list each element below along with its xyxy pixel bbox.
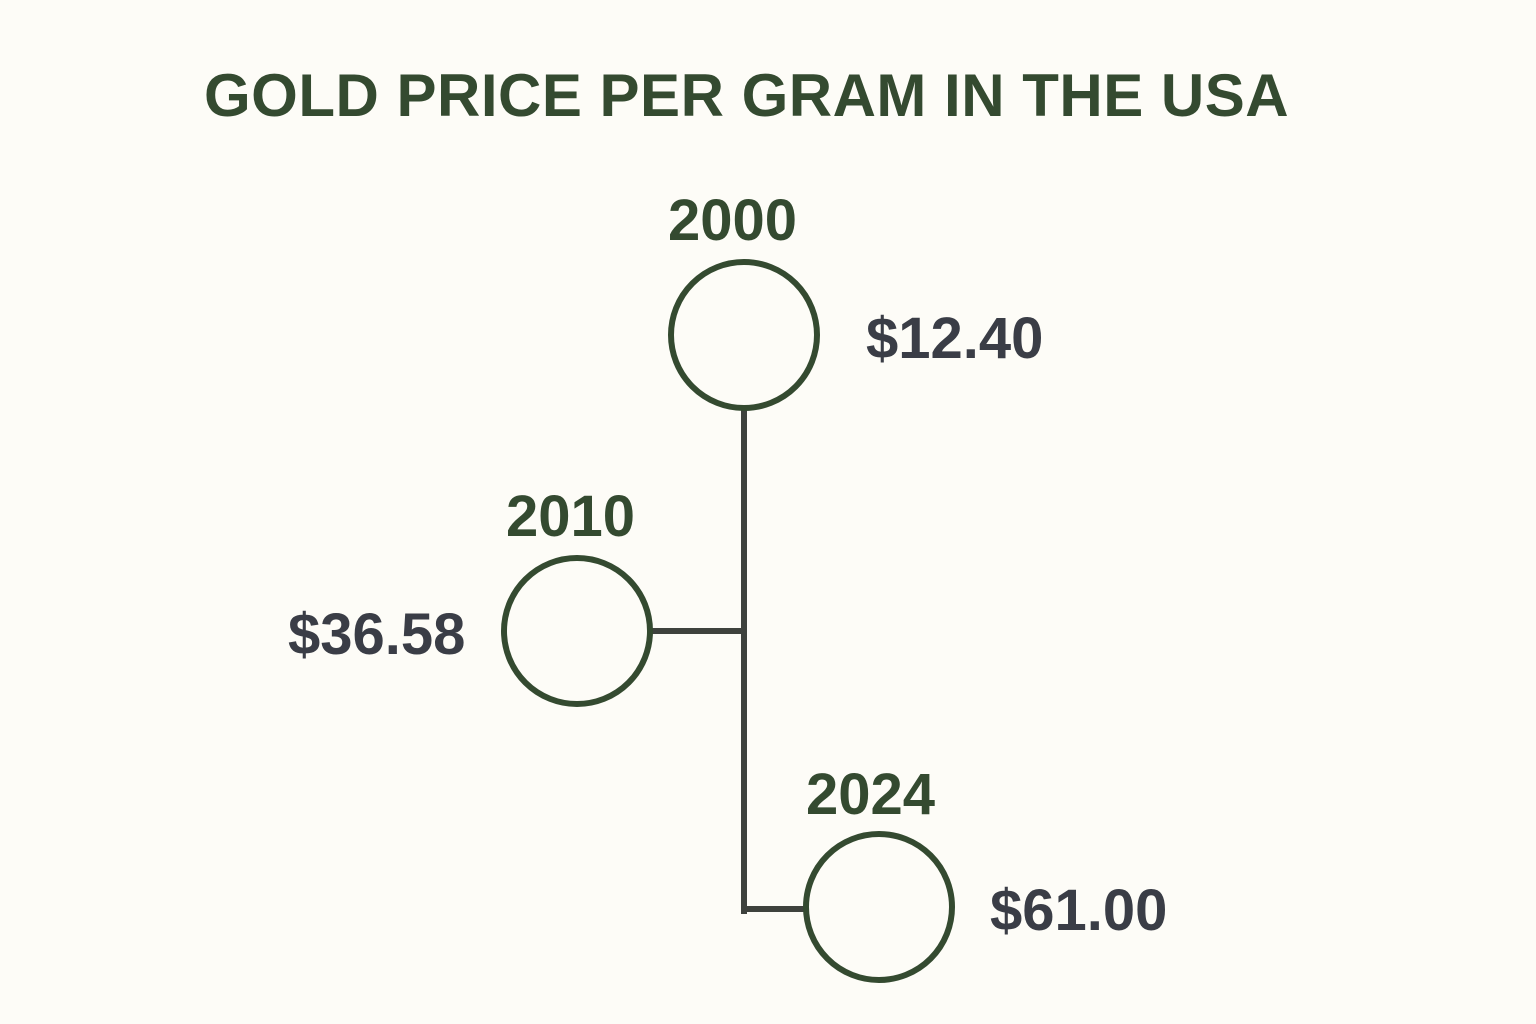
node-circle-2010 xyxy=(501,555,653,707)
year-label-2000: 2000 xyxy=(668,188,798,253)
price-label-2000: $12.40 xyxy=(866,306,1044,371)
year-label-2024: 2024 xyxy=(806,762,936,827)
price-label-2010: $36.58 xyxy=(288,602,466,667)
node-circle-2000 xyxy=(668,259,820,411)
node-circle-2024 xyxy=(803,831,955,983)
price-label-2024: $61.00 xyxy=(990,878,1168,943)
chart-title: GOLD PRICE PER GRAM IN THE USA xyxy=(204,62,1290,129)
year-label-2010: 2010 xyxy=(506,484,636,549)
